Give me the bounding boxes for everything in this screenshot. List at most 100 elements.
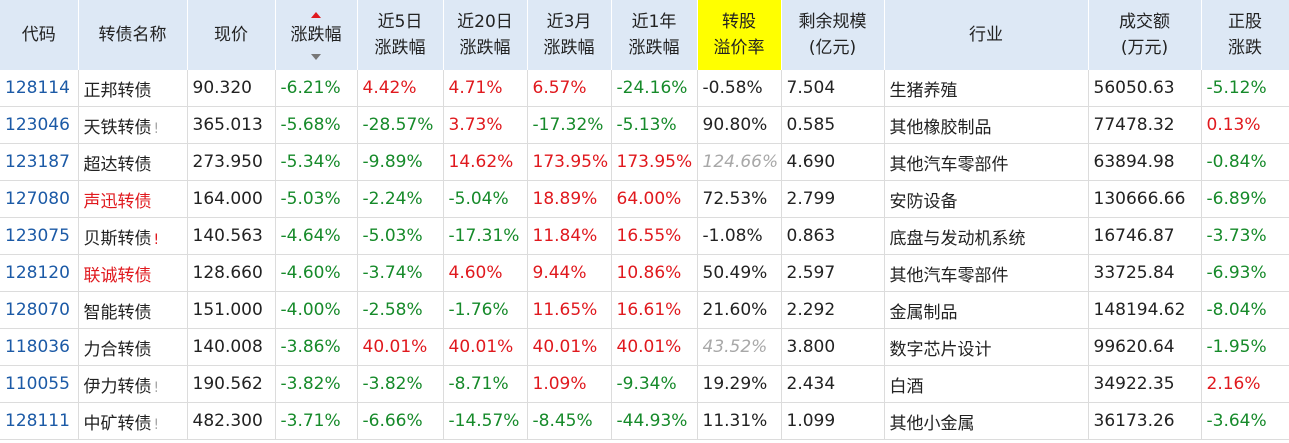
cell-text: 中矿转债 (83, 413, 152, 434)
cell-text: 90.320 (192, 78, 252, 98)
cell: -3.74% (357, 254, 444, 292)
cell-text: 36173.26 (1093, 411, 1175, 431)
cell: -4.64% (275, 217, 358, 255)
cell: -0.84% (1201, 143, 1289, 181)
cell: 生猪养殖 (884, 70, 1089, 107)
cell: 其他汽车零部件 (884, 254, 1089, 292)
cell-text: 3.73% (448, 115, 503, 135)
cell: 其他汽车零部件 (884, 143, 1089, 181)
cell-text: -14.57% (448, 411, 520, 431)
column-header[interactable]: 近3月 涨跌幅 (527, 0, 612, 70)
cell: 2.434 (781, 365, 885, 403)
cell-text: 64.00% (616, 189, 682, 209)
data-row[interactable]: 123046 天铁转债! 365.013 -5.68% -28.57% 3.73% -17.… (0, 106, 1289, 144)
cell-text: 0.13% (1206, 115, 1261, 135)
column-header[interactable]: 涨跌幅 (275, 0, 358, 70)
column-header[interactable]: 正股 涨跌 (1201, 0, 1289, 70)
cell-text: 99620.64 (1093, 337, 1175, 357)
cell: -3.86% (275, 328, 358, 366)
cell-text: -3.64% (1206, 411, 1267, 431)
cell-text: -3.82% (362, 374, 423, 394)
data-row[interactable]: 123187 超达转债 273.950 -5.34% -9.89% 14.62% 173.9… (0, 143, 1289, 181)
data-row[interactable]: 128120 联诚转债 128.660 -4.60% -3.74% 4.60% 9.44% 1… (0, 254, 1289, 292)
cell: 34922.35 (1088, 365, 1202, 403)
cell: -17.32% (527, 106, 612, 144)
cell: 2.292 (781, 291, 885, 329)
data-row[interactable]: 118036 力合转债 140.008 -3.86% 40.01% 40.01% 40.01… (0, 328, 1289, 366)
header-text: 剩余规模 (798, 12, 867, 32)
cell-text: 14.62% (448, 152, 514, 172)
cell-text[interactable]: 128120 (5, 263, 70, 283)
cell-text[interactable]: 110055 (5, 374, 70, 394)
cell-text: 4.690 (786, 152, 836, 172)
data-row[interactable]: 128070 智能转债 151.000 -4.00% -2.58% -1.76% 11.65… (0, 291, 1289, 329)
cell: 白酒 (884, 365, 1089, 403)
cell: 9.44% (527, 254, 612, 292)
cell: 3.800 (781, 328, 885, 366)
cell-text[interactable]: 118036 (5, 337, 70, 357)
cell-text: -8.45% (532, 411, 593, 431)
cell: 40.01% (443, 328, 528, 366)
cell: 4.71% (443, 70, 528, 107)
cell: 其他小金属 (884, 402, 1089, 440)
cell-text: -3.74% (362, 263, 423, 283)
column-header[interactable]: 剩余规模 (亿元) (781, 0, 885, 70)
column-header[interactable]: 近5日 涨跌幅 (357, 0, 444, 70)
cell-text: -1.95% (1206, 337, 1267, 357)
cell: 伊力转债! (78, 365, 188, 403)
cell: 482.300 (187, 402, 276, 440)
cell-text[interactable]: 123075 (5, 226, 70, 246)
data-row[interactable]: 127080 声迅转债 164.000 -5.03% -2.24% -5.04% 18.89… (0, 180, 1289, 218)
cell: 16.55% (611, 217, 698, 255)
cell: 4.690 (781, 143, 885, 181)
cell-text[interactable]: 128114 (5, 78, 70, 98)
cell: 40.01% (357, 328, 444, 366)
column-header[interactable]: 现价 (187, 0, 276, 70)
data-row[interactable]: 110055 伊力转债! 190.562 -3.82% -3.82% -8.71% 1.09… (0, 365, 1289, 403)
cell: 40.01% (611, 328, 698, 366)
cell: 128114 (0, 70, 79, 107)
cell: 123046 (0, 106, 79, 144)
cell: -17.31% (443, 217, 528, 255)
cell: 110055 (0, 365, 79, 403)
cell-text: -17.32% (532, 115, 604, 135)
cell: 正邦转债 (78, 70, 188, 107)
data-row[interactable]: 123075 贝斯转债! 140.563 -4.64% -5.03% -17.31% 11.… (0, 217, 1289, 255)
column-header[interactable]: 转债名称 (78, 0, 188, 70)
cell-text: -0.84% (1206, 152, 1267, 172)
data-row[interactable]: 128114 正邦转债 90.320 -6.21% 4.42% 4.71% 6.57% -24… (0, 70, 1289, 107)
cell-text: 数字芯片设计 (889, 339, 992, 360)
cell-text: -5.68% (280, 115, 341, 135)
cell-text: 72.53% (702, 189, 768, 209)
cell-text[interactable]: 128111 (5, 411, 70, 431)
column-header[interactable]: 转股 溢价率 (697, 0, 782, 70)
cell: -5.03% (357, 217, 444, 255)
cell: -44.93% (611, 402, 698, 440)
column-header[interactable]: 代码 (0, 0, 79, 70)
column-header[interactable]: 近20日 涨跌幅 (443, 0, 528, 70)
sort-asc-icon[interactable] (311, 12, 321, 18)
column-header[interactable]: 行业 (884, 0, 1089, 70)
cell-text[interactable]: 128070 (5, 300, 70, 320)
data-row[interactable]: 128111 中矿转债! 482.300 -3.71% -6.66% -14.57% -8.… (0, 402, 1289, 440)
cell-text: 40.01% (362, 337, 428, 357)
cell-text: -9.34% (616, 374, 677, 394)
cell-text: 140.008 (192, 337, 263, 357)
column-header[interactable]: 近1年 涨跌幅 (611, 0, 698, 70)
column-header[interactable]: 成交额 (万元) (1088, 0, 1202, 70)
cell: -3.64% (1201, 402, 1289, 440)
cell-text: -5.03% (362, 226, 423, 246)
cell-text[interactable]: 127080 (5, 189, 70, 209)
sort-desc-icon[interactable] (311, 54, 321, 60)
cell: -14.57% (443, 402, 528, 440)
cell: -3.82% (357, 365, 444, 403)
cell-text: -28.57% (362, 115, 434, 135)
cell-text: -3.86% (280, 337, 341, 357)
cell: -24.16% (611, 70, 698, 107)
cell-text: -4.60% (280, 263, 341, 283)
cell-text[interactable]: 123046 (5, 115, 70, 135)
cell: -6.66% (357, 402, 444, 440)
cell-text[interactable]: 123187 (5, 152, 70, 172)
